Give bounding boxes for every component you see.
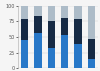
Bar bbox=[61, 18, 68, 35]
Bar bbox=[74, 44, 82, 68]
Bar bbox=[34, 33, 42, 68]
Bar bbox=[74, 6, 82, 19]
Bar bbox=[88, 6, 95, 39]
Bar bbox=[21, 6, 28, 19]
Bar bbox=[88, 59, 95, 68]
Bar bbox=[21, 40, 28, 68]
Bar bbox=[48, 48, 55, 68]
Bar bbox=[88, 39, 95, 59]
Bar bbox=[74, 19, 82, 44]
Bar bbox=[48, 6, 55, 21]
Bar bbox=[34, 16, 42, 33]
Bar bbox=[21, 19, 28, 40]
Bar bbox=[61, 35, 68, 68]
Bar bbox=[48, 21, 55, 48]
Bar bbox=[34, 6, 42, 16]
Bar bbox=[61, 6, 68, 18]
